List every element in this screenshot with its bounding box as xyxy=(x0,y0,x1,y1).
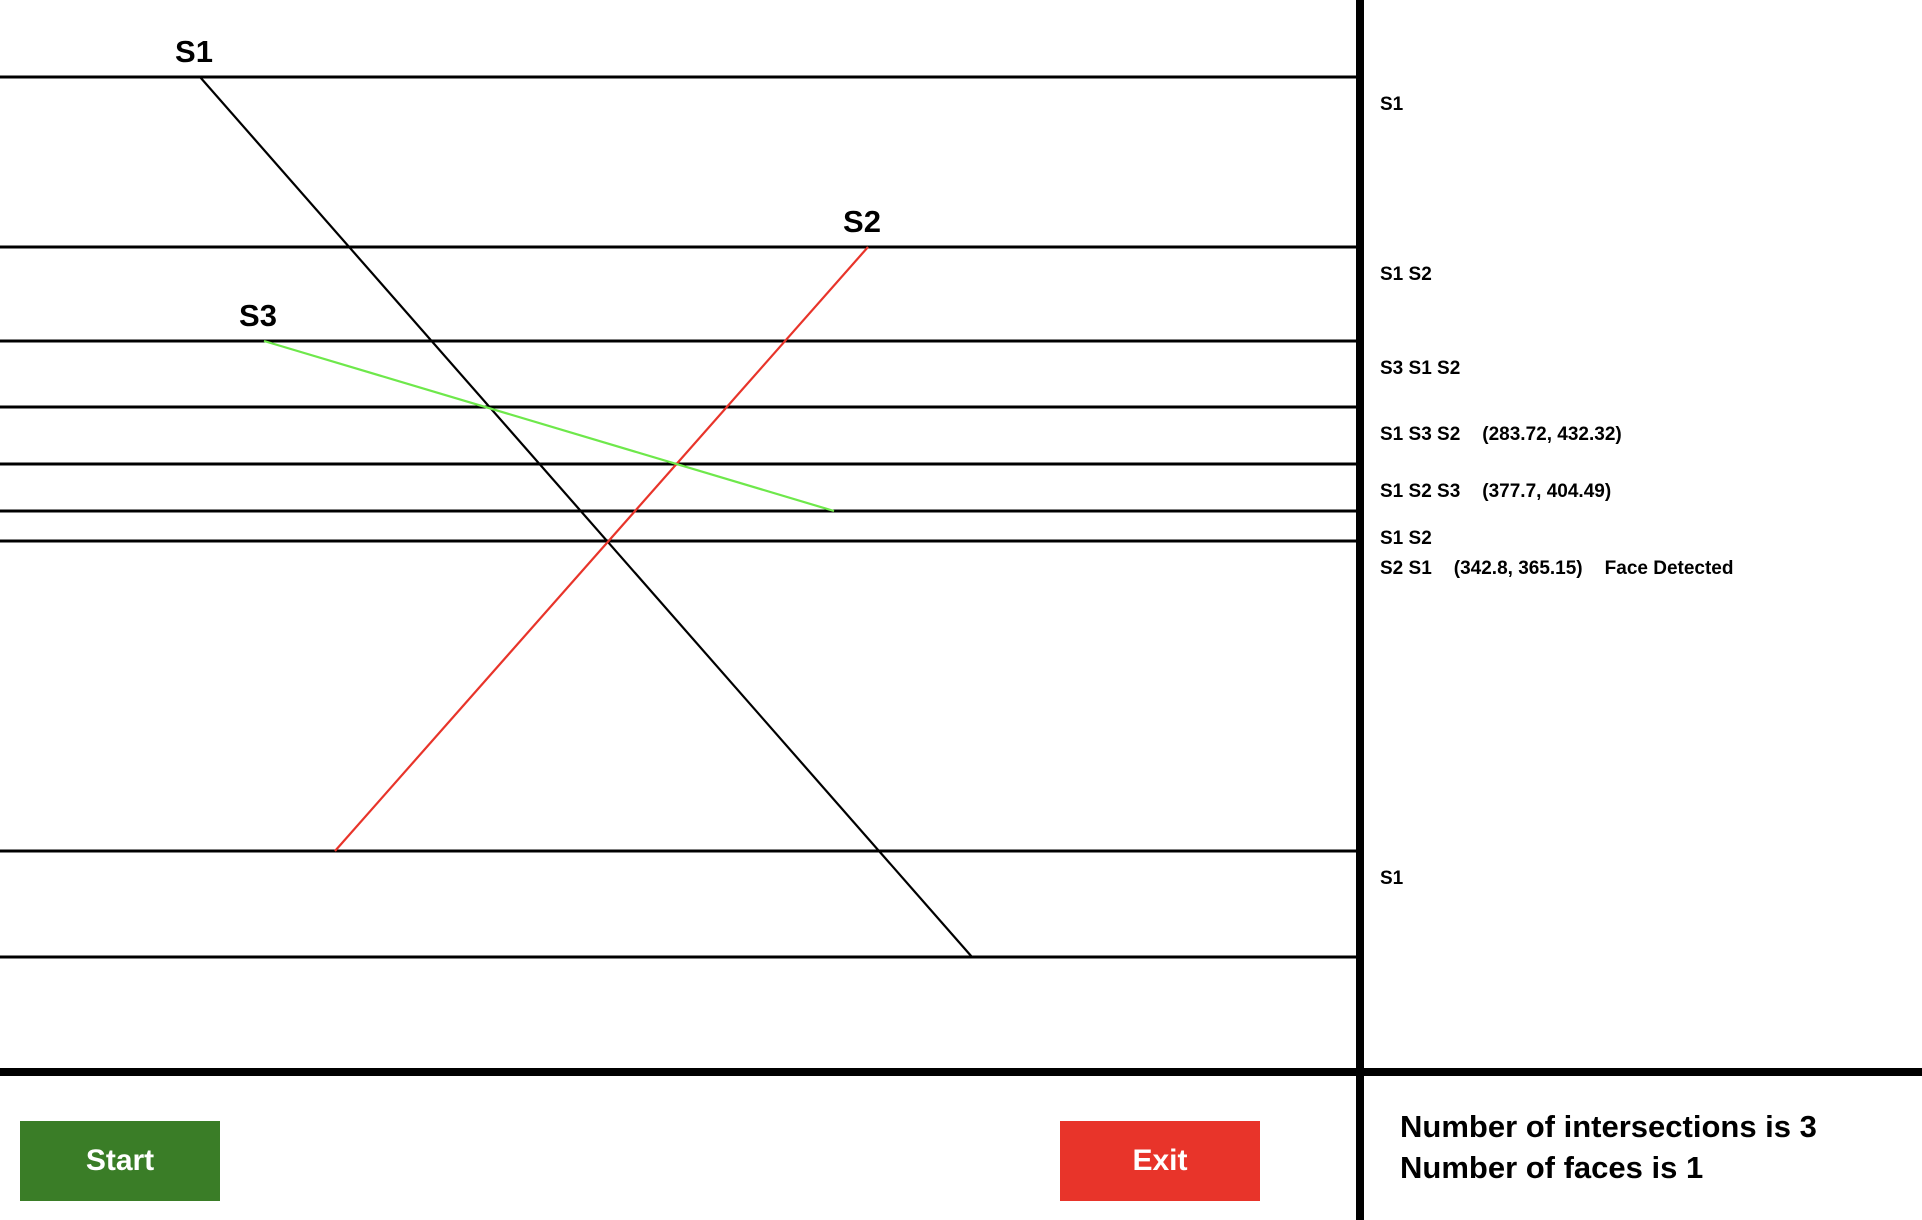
status-line-4-part-1: S1 S3 S2 xyxy=(1380,424,1461,445)
status-line-5-part-1: S1 S2 S3 xyxy=(1380,481,1461,502)
status-line-7-part-2: (342.8, 365.15) xyxy=(1453,558,1583,579)
intersections-count-text: Number of intersections is 3 xyxy=(1400,1109,1817,1144)
status-line-7: S2 S1 (342.8, 365.15) Face Detected xyxy=(1380,558,1733,580)
status-line-5: S1 S2 S3 (377.7, 404.49) xyxy=(1380,481,1611,503)
segment-s3 xyxy=(263,339,835,513)
status-line-2: S1 S2 xyxy=(1380,264,1432,286)
summary-panel: Number of intersections is 3 Number of f… xyxy=(1400,1106,1817,1188)
status-line-4: S1 S3 S2 (283.72, 432.32) xyxy=(1380,424,1622,446)
status-line-1-part-1: S1 xyxy=(1380,94,1404,115)
sweep-canvas-svg: S1 S2 S3 xyxy=(0,34,1356,959)
segment-label-s3: S3 xyxy=(239,298,277,333)
status-line-8: S1 xyxy=(1380,868,1403,890)
segment-label-s1: S1 xyxy=(175,34,213,69)
status-line-3-part-1: S3 S1 S2 xyxy=(1380,358,1461,379)
sweep-canvas: S1 S2 S3 xyxy=(0,34,1356,959)
status-line-5-part-2: (377.7, 404.49) xyxy=(1482,481,1612,502)
start-button[interactable]: Start xyxy=(20,1121,220,1201)
status-line-4-part-2: (283.72, 432.32) xyxy=(1482,424,1622,445)
segment-s1 xyxy=(199,76,973,958)
status-line-7-part-3: Face Detected xyxy=(1604,558,1734,579)
exit-button[interactable]: Exit xyxy=(1060,1121,1260,1201)
status-line-2-part-1: S1 S2 xyxy=(1380,264,1432,285)
segment-label-s2: S2 xyxy=(843,204,881,239)
sweep-status-panel: S1 S1 S2 S3 S1 S2 S1 S3 S2 (283.72, 432.32) S… xyxy=(1364,0,1922,1068)
status-line-7-part-1: S2 S1 xyxy=(1380,558,1432,579)
status-line-6-part-1: S1 S2 xyxy=(1380,528,1432,549)
vertical-divider xyxy=(1356,0,1364,1220)
status-line-8-part-1: S1 xyxy=(1380,868,1404,889)
status-line-3: S3 S1 S2 xyxy=(1380,358,1460,380)
faces-count-text: Number of faces is 1 xyxy=(1400,1150,1704,1185)
segment-s2 xyxy=(334,246,869,852)
status-line-6: S1 S2 xyxy=(1380,528,1432,550)
horizontal-divider xyxy=(0,1068,1922,1076)
status-line-1: S1 xyxy=(1380,94,1403,116)
